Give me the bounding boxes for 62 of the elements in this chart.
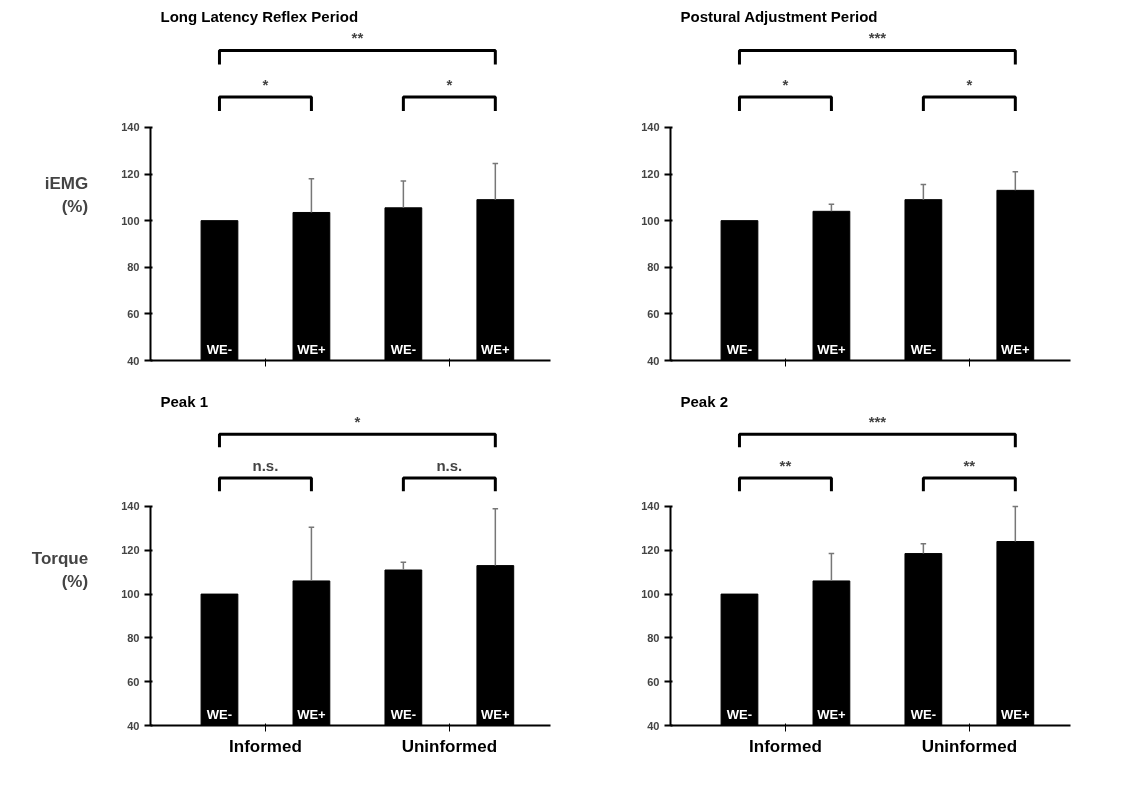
x-tick-label: WE+	[297, 706, 327, 722]
y-tick-label: 120	[641, 544, 660, 557]
y-tick-label: 80	[647, 261, 660, 274]
chart-title: Peak 1	[160, 392, 209, 410]
chart-title: Long Latency Reflex Period	[160, 7, 359, 25]
x-tick-label: WE+	[481, 341, 510, 357]
y-tick-label: 120	[121, 544, 140, 557]
text: **	[779, 457, 792, 475]
text: n.s.	[252, 457, 279, 475]
y-tick-label: 40	[647, 719, 660, 732]
text: **	[351, 29, 364, 47]
y-tick-label: 80	[127, 261, 140, 274]
x-tick-label: WE-	[910, 341, 937, 357]
text: n.s.	[436, 457, 463, 475]
x-tick-label: WE+	[1001, 341, 1030, 357]
chart-title: Postural Adjustment Period	[680, 7, 878, 25]
x-tick-label: WE-	[910, 706, 937, 722]
x-tick-label: WE-	[726, 341, 753, 357]
y-tick-label: 80	[127, 631, 140, 644]
text: *	[782, 76, 789, 94]
x-tick-label: WE-	[206, 341, 233, 357]
x-tick-label: WE-	[726, 706, 753, 722]
y-tick-label: 60	[647, 307, 660, 320]
y-tick-label: 140	[641, 500, 660, 513]
y-tick-label: 60	[127, 675, 140, 688]
y-tick-label: 140	[121, 500, 140, 513]
y-tick-label: 100	[641, 588, 660, 601]
y-tick-label: 140	[121, 121, 140, 134]
text: Uninformed	[401, 736, 498, 756]
y-tick-label: 120	[121, 168, 140, 181]
y-tick-label: 100	[121, 588, 140, 601]
text: *	[966, 76, 973, 94]
text: Uninformed	[921, 736, 1018, 756]
y-tick-label: 40	[127, 719, 140, 732]
y-tick-label: 100	[121, 214, 140, 227]
y-tick-label: 40	[647, 354, 660, 367]
text: ***	[868, 29, 887, 47]
text: Informed	[229, 736, 302, 756]
y-tick-label: 40	[127, 354, 140, 367]
y-tick-label: 140	[641, 121, 660, 134]
y-tick-label: 80	[647, 631, 660, 644]
x-tick-label: WE+	[817, 706, 847, 722]
text: ***	[868, 413, 887, 431]
x-tick-label: WE+	[481, 706, 510, 722]
x-tick-label: WE-	[206, 706, 233, 722]
text: Informed	[749, 736, 822, 756]
text: *	[354, 413, 361, 431]
text: *	[446, 76, 453, 94]
x-tick-label: WE-	[390, 341, 417, 357]
y-axis-title: iEMG (%)	[44, 174, 89, 216]
y-tick-label: 120	[641, 168, 660, 181]
y-tick-label: 60	[127, 307, 140, 320]
x-tick-label: WE+	[817, 341, 847, 357]
y-tick-label: 100	[641, 214, 660, 227]
chart-title: Peak 2	[680, 392, 729, 410]
text: *	[262, 76, 269, 94]
x-tick-label: WE+	[1001, 706, 1030, 722]
x-tick-label: WE+	[297, 341, 327, 357]
text: **	[963, 457, 976, 475]
y-axis-title: Torque (%)	[31, 549, 89, 591]
x-tick-label: WE-	[390, 706, 417, 722]
y-tick-label: 60	[647, 675, 660, 688]
